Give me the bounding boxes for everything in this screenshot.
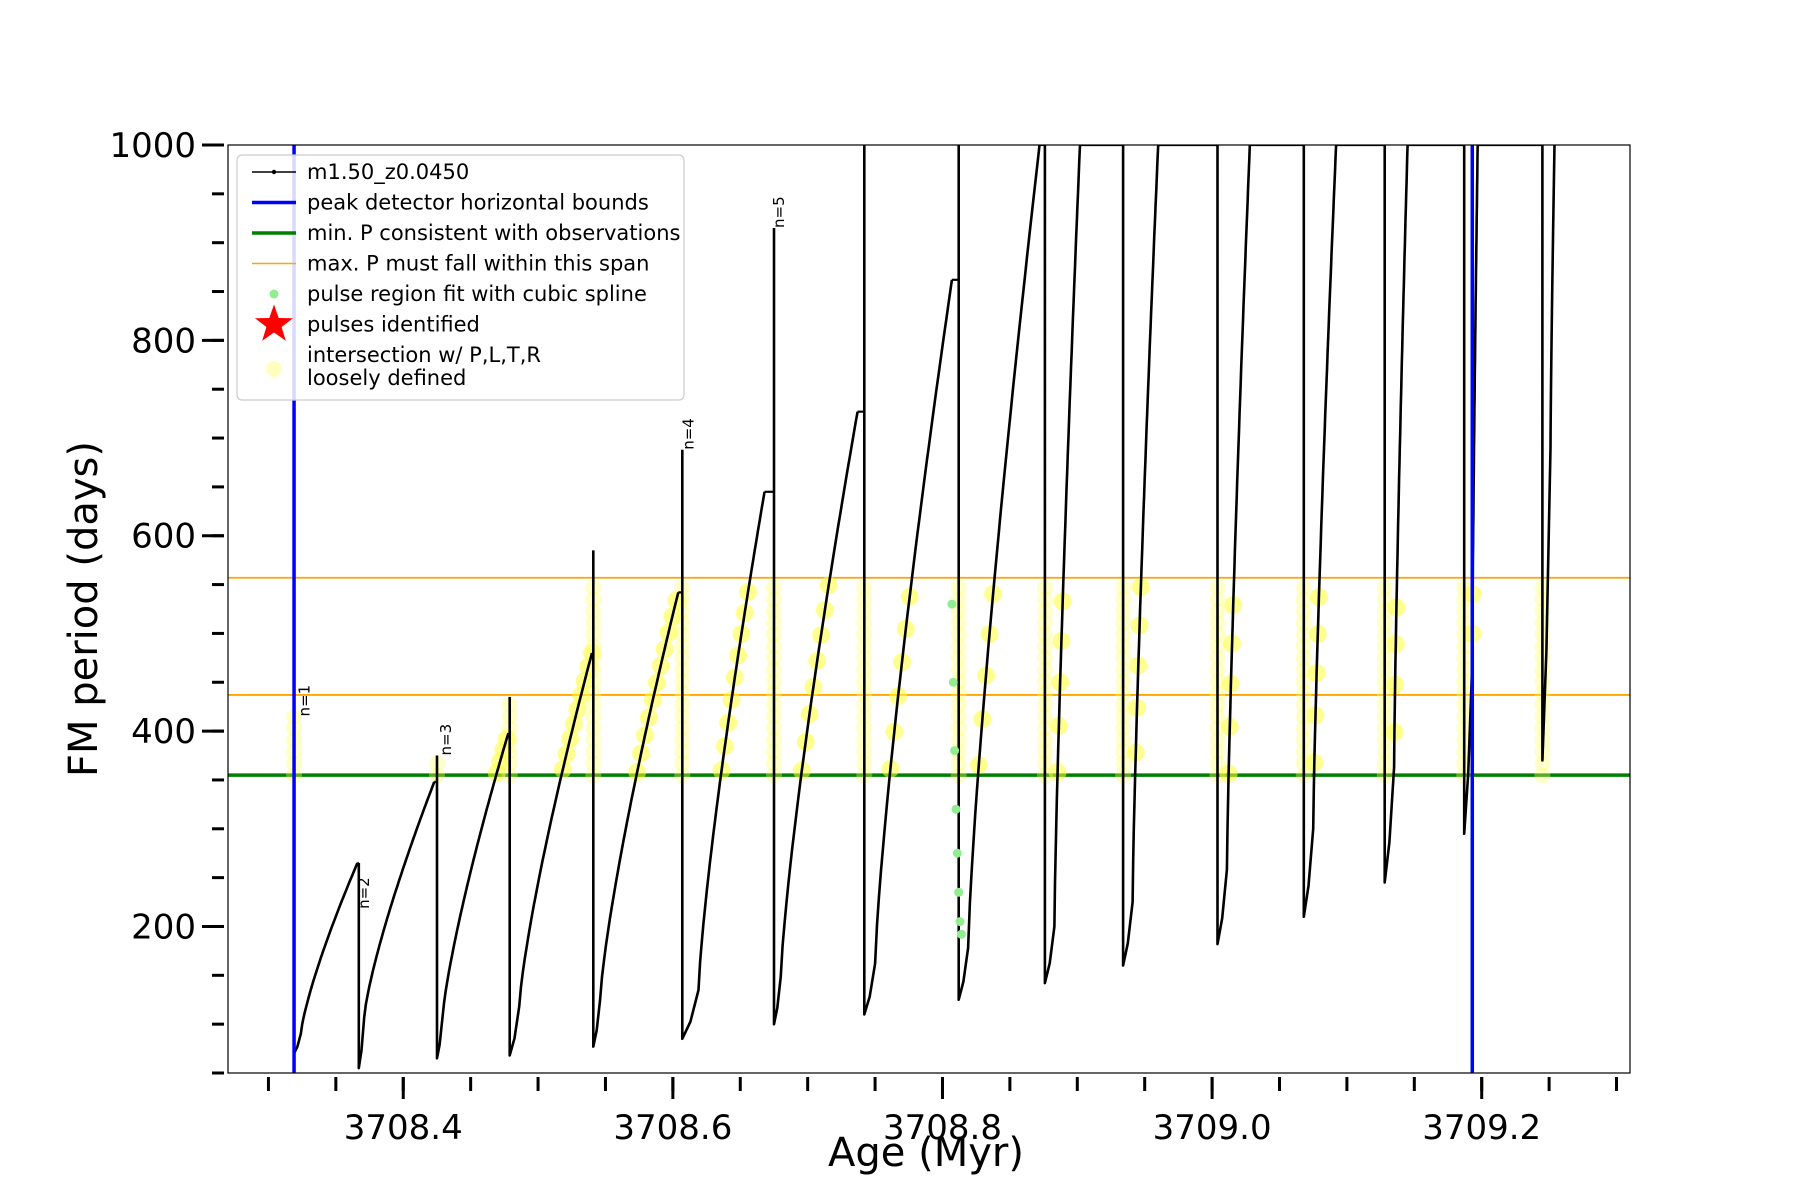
legend-box xyxy=(236,154,685,401)
legend-label: m1.50_z0.0450 xyxy=(307,160,469,185)
x-tick-label: 3708.8 xyxy=(883,1108,1002,1148)
intersection-marker xyxy=(1534,767,1551,784)
pulse-annotations: n=1 n=2 n=3 n=4 n=5 xyxy=(295,196,788,909)
pulse-annotation: n=3 xyxy=(437,724,455,756)
x-tick-label: 3709.0 xyxy=(1153,1108,1272,1148)
track-pulse-14 xyxy=(1383,145,1409,884)
track-pulse-8 xyxy=(863,145,954,1016)
track-pulse-16 xyxy=(1541,145,1556,762)
pulse-annotation: n=5 xyxy=(770,196,788,228)
x-tick-label: 3708.4 xyxy=(344,1108,463,1148)
y-tick-label: 1000 xyxy=(109,126,196,166)
track-pulse-2 xyxy=(357,781,436,1070)
y-tick-label: 600 xyxy=(131,517,196,557)
track-pulse-10 xyxy=(1043,145,1082,985)
legend-entry: min. P consistent with observations xyxy=(252,221,680,245)
spline-fit-points xyxy=(947,599,966,939)
track-pulse-11 xyxy=(1121,145,1160,967)
legend-label: max. P must fall within this span xyxy=(307,252,649,276)
legend-entry: max. P must fall within this span xyxy=(252,252,649,276)
track-pulse-9 xyxy=(957,145,1041,1001)
legend-entry: m1.50_z0.0450 xyxy=(252,160,469,185)
intersection-marker xyxy=(1534,755,1551,772)
legend-label: intersection w/ P,L,T,R xyxy=(307,343,541,367)
y-tick-label: 800 xyxy=(131,321,196,361)
track-pulse-12 xyxy=(1216,145,1252,946)
track-pulse-4 xyxy=(508,652,594,1057)
plot-frame xyxy=(227,144,1631,1074)
model-track-series xyxy=(292,145,1556,1070)
x-axis-label: Age (Myr) xyxy=(828,1130,1024,1176)
spline-point xyxy=(947,599,957,609)
pulse-annotation: n=4 xyxy=(680,418,698,450)
track-pulse-3 xyxy=(435,732,510,1060)
legend-label-line2: loosely defined xyxy=(307,366,466,390)
legend-entry: pulses identified xyxy=(255,304,480,341)
legend-label: min. P consistent with observations xyxy=(307,221,680,245)
spline-point xyxy=(956,929,966,939)
track-pulse-5 xyxy=(592,550,680,1048)
spline-point xyxy=(952,848,962,858)
track-pulse-6 xyxy=(681,449,766,1041)
legend-label: pulses identified xyxy=(307,313,480,337)
spline-point xyxy=(948,677,958,687)
legend-entry: peak detector horizontal bounds xyxy=(252,191,649,215)
pulse-annotation: n=1 xyxy=(295,685,313,717)
spline-point xyxy=(950,746,960,756)
spline-point xyxy=(951,804,961,814)
legend-label: peak detector horizontal bounds xyxy=(307,191,649,215)
y-axis-ticks: 200 400 600 800 1000 xyxy=(109,126,224,1075)
spline-point xyxy=(955,917,965,927)
legend-entry: pulse region fit with cubic spline xyxy=(269,282,647,306)
spline-point xyxy=(954,887,964,897)
x-tick-label: 3708.6 xyxy=(613,1108,732,1148)
y-tick-label: 200 xyxy=(131,907,196,947)
y-axis-label: FM period (days) xyxy=(61,441,107,777)
track-pulse-1 xyxy=(292,716,359,1055)
pulse-annotation: n=2 xyxy=(355,877,373,909)
track-pulse-13 xyxy=(1302,145,1338,918)
track-pulse-7 xyxy=(772,228,859,1026)
y-tick-label: 400 xyxy=(131,712,196,752)
x-axis-ticks: 3708.4 3708.6 3708.8 3709.0 3709.2 xyxy=(266,1077,1619,1148)
legend-label: pulse region fit with cubic spline xyxy=(307,282,647,306)
x-tick-label: 3709.2 xyxy=(1422,1108,1541,1148)
